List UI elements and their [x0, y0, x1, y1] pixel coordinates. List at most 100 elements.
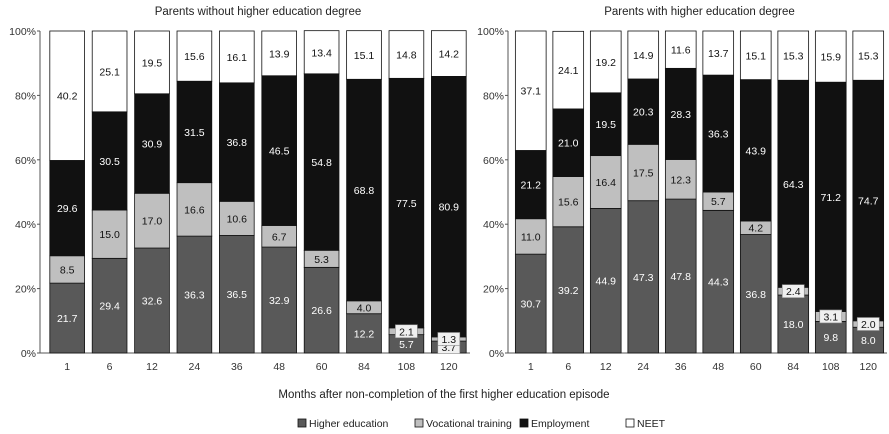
panel-2-bar-segment [589, 92, 622, 157]
panel-2-bar-segment [552, 176, 585, 228]
panel-1-data-label: 25.1 [99, 66, 120, 78]
panel-1-data-label: 8.5 [60, 264, 75, 276]
panel-1-data-label: 13.4 [311, 47, 332, 59]
panel-1-data-label: 14.8 [396, 50, 417, 62]
panel-1-bar-segment [134, 247, 170, 354]
panel-1-bar-segment [303, 30, 340, 75]
panel-1-data-label: 36.5 [227, 289, 248, 301]
panel-1-data-label: 32.9 [269, 295, 290, 307]
panel-1-x-tick-label: 36 [231, 361, 243, 373]
panel-1-data-label: 1.3 [441, 334, 456, 346]
panel-1-data-label: 36.3 [184, 290, 205, 302]
panel-1-data-label: 15.1 [354, 50, 375, 62]
panel-2-data-label-box [781, 284, 805, 298]
panel-1-bar-segment [134, 192, 170, 249]
panel-2-bar-segment [702, 30, 735, 76]
panel-1-bar-segment [91, 30, 128, 113]
panel-2-data-label: 15.6 [558, 197, 579, 209]
panel-2-bar-segment [627, 30, 660, 80]
panel-2-y-tick-label: 80% [483, 90, 504, 102]
panel-2-data-label: 14.9 [633, 50, 654, 62]
panel-1-data-label: 15.6 [184, 51, 205, 63]
panel-2-x-tick-label: 24 [637, 361, 649, 373]
panel-2-y-tick-label: 0% [489, 348, 504, 360]
legend-swatch [414, 418, 424, 428]
panel-1-data-label: 5.7 [399, 339, 414, 351]
panel-2-data-label: 11.6 [671, 45, 691, 57]
panel-2-data-label: 47.8 [671, 271, 692, 283]
panel-1-x-tick-label: 108 [398, 361, 416, 373]
panel-2-data-label-box [856, 317, 880, 331]
panel-2-bar-segment [589, 155, 622, 209]
panel-1-data-label: 68.8 [354, 185, 375, 197]
panel-2-bar-segment [514, 253, 547, 354]
panel-1-bar-segment [219, 235, 255, 354]
legend-swatch [297, 418, 307, 428]
panel-1-bar-segment [219, 200, 255, 236]
legend-label: Employment [531, 418, 589, 430]
panel-2-x-tick-label: 120 [859, 361, 877, 373]
panel-1-data-label-box [437, 332, 461, 346]
panel-2-x-tick-label: 48 [712, 361, 724, 373]
panel-2-bar-segment [852, 30, 885, 81]
panel-1-bar-segment [134, 93, 170, 194]
panel-1-bar-segment [261, 75, 297, 226]
panel-1-bar-segment [219, 30, 255, 84]
panel-1-data-label: 36.8 [227, 137, 248, 149]
panel-2-bar-segment [702, 74, 735, 193]
panel-2-data-label: 36.8 [746, 289, 767, 301]
panel-2-data-label: 36.3 [708, 129, 729, 141]
panel-1-x-tick-label: 60 [316, 361, 328, 373]
panel-2-bar-segment [739, 234, 772, 354]
panel-2-bar-segment [589, 30, 622, 94]
panel-2-data-label: 3.1 [823, 311, 838, 323]
panel-1-y-tick-label: 20% [15, 284, 36, 296]
panel-1-bar-segment [176, 235, 213, 354]
panel-1-data-label: 54.8 [311, 157, 332, 169]
panel-2-data-label: 2.0 [861, 319, 876, 331]
panel-1-x-tick-label: 84 [358, 361, 370, 373]
panel-1-title: Parents without higher education degree [155, 6, 362, 18]
panel-2-data-label: 44.9 [596, 276, 617, 288]
panel-1-data-label: 15.0 [99, 229, 120, 241]
panel-2-bar-segment [777, 30, 810, 81]
panel-1-data-label: 12.2 [354, 328, 375, 340]
panel-2-data-label: 74.7 [858, 196, 879, 208]
legend-label: Vocational training [426, 418, 512, 430]
panel-2-data-label: 15.1 [746, 50, 767, 62]
panel-1-data-label: 30.9 [142, 139, 163, 151]
panel-2-data-label: 5.7 [711, 196, 726, 208]
panel-2-bar-segment [814, 321, 847, 354]
panel-1-bar-segment [261, 30, 297, 77]
panel-1-data-label: 32.6 [142, 296, 163, 308]
panel-2-x-tick-label: 12 [600, 361, 612, 373]
panel-2-bar-segment [814, 81, 847, 312]
panel-1-x-tick-label: 120 [440, 361, 458, 373]
panel-1-bar-segment [49, 30, 85, 161]
legend-swatch [519, 418, 529, 428]
panel-2-bar-segment [627, 200, 660, 354]
panel-2-data-label: 30.7 [521, 299, 542, 311]
panel-2-data-label: 19.5 [596, 119, 617, 131]
panel-2-x-tick-label: 60 [750, 361, 762, 373]
panel-1-data-label: 40.2 [57, 91, 78, 103]
panel-2-x-tick-label: 84 [787, 361, 799, 373]
panel-2-data-label: 18.0 [783, 319, 804, 331]
panel-2-data-label: 47.3 [633, 272, 654, 284]
panel-1-data-label: 16.6 [184, 204, 205, 216]
panel-2-bar-segment [552, 30, 585, 110]
panel-1-bar-segment [91, 257, 128, 354]
panel-2-data-label: 71.2 [821, 192, 842, 204]
panel-2-bar-segment [552, 108, 585, 177]
panel-1-bar-segment [49, 255, 85, 284]
panel-2-x-tick-label: 108 [822, 361, 840, 373]
legend-swatch [625, 418, 635, 428]
panel-2-data-label: 2.4 [786, 286, 801, 298]
panel-2-bar-segment [739, 79, 772, 222]
panel-1-data-label: 46.5 [269, 146, 290, 158]
panel-2-data-label: 39.2 [558, 285, 579, 297]
panel-1-data-label: 16.1 [227, 52, 248, 64]
panel-2-title: Parents with higher education degree [604, 6, 795, 18]
panel-2-data-label: 13.7 [708, 48, 729, 60]
panel-2-data-label: 64.3 [783, 179, 804, 191]
